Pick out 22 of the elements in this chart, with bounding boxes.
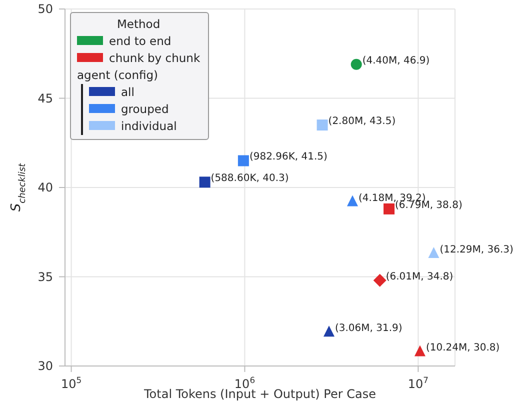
y-tick-label: 40 (38, 180, 53, 194)
y-tick-label: 45 (38, 91, 53, 106)
legend-label: grouped (120, 101, 170, 118)
legend-title: Method (116, 16, 162, 33)
data-label: (588.60K, 40.3) (210, 173, 289, 184)
data-label: (4.40M, 46.9) (362, 55, 430, 66)
annotation: agent (config) (77, 67, 160, 84)
legend-label: all (120, 84, 136, 101)
x-tick-label: 10$^{7}$ (408, 375, 429, 391)
data-label: (6.01M, 34.8) (386, 271, 454, 282)
data-label: (10.24M, 30.8) (426, 342, 500, 354)
data-label: (3.06M, 31.9) (334, 323, 402, 334)
legend-label: end to end (108, 33, 172, 50)
y-tick-label: 30 (38, 359, 53, 373)
x-tick-label: 10$^{5}$ (60, 375, 82, 391)
data-label: (982.96K, 41.5) (249, 152, 328, 163)
legend-label: chunk by chunk (108, 50, 200, 67)
y-tick-label: 35 (38, 270, 53, 284)
data-label: (2.80M, 43.5) (328, 116, 396, 128)
data-label: (12.29M, 36.3) (440, 244, 514, 256)
legend-label: individual (120, 118, 178, 135)
y-tick-label: 50 (38, 2, 53, 16)
